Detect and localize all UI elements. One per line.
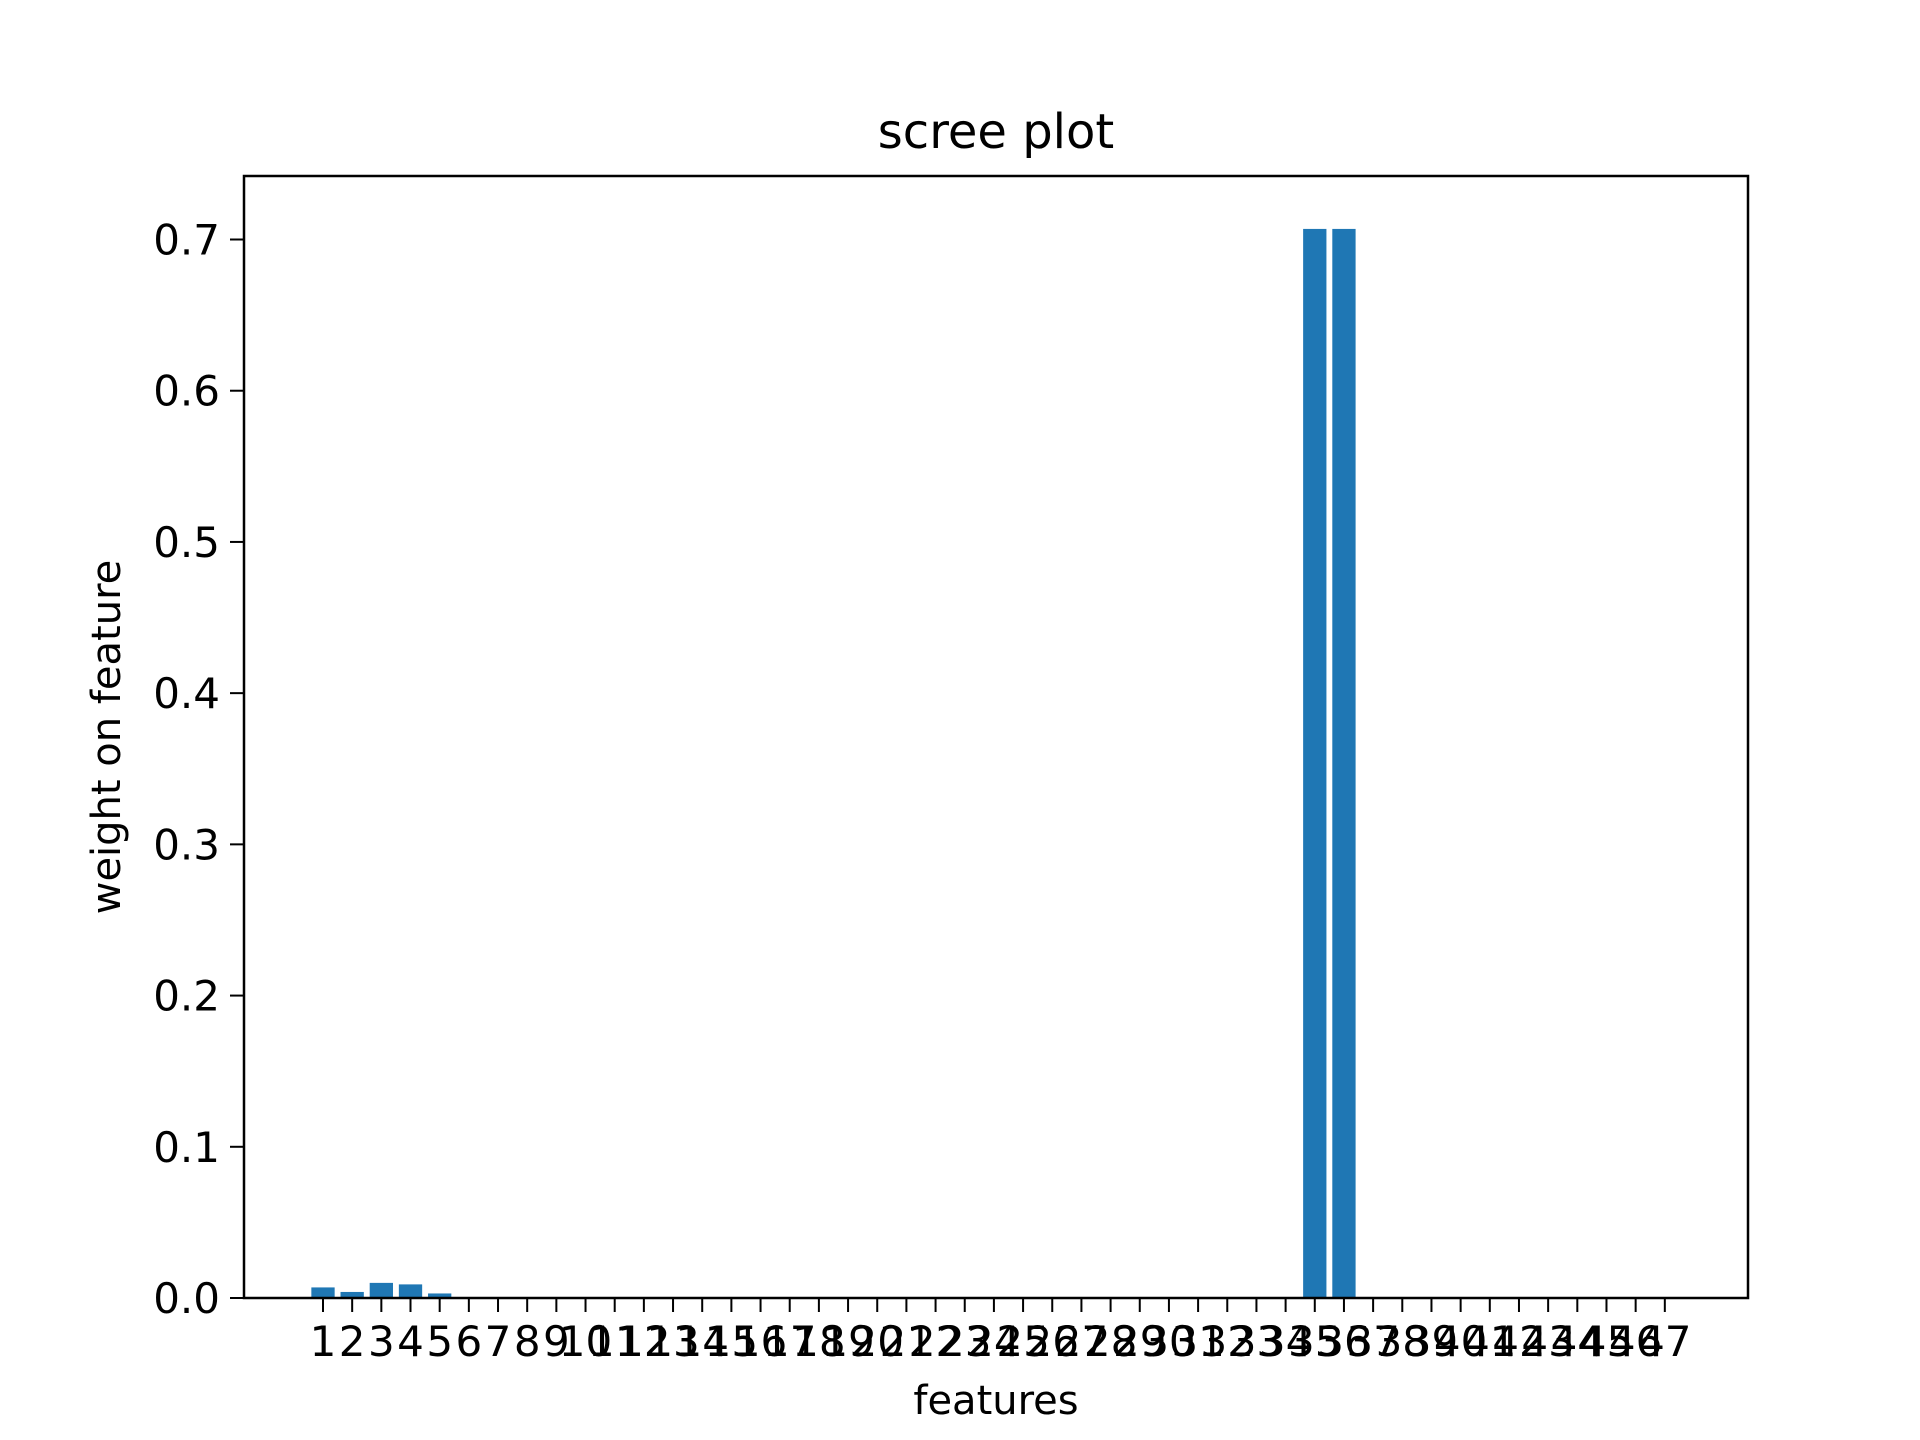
x-tick-label: 15 bbox=[705, 1317, 758, 1366]
bar-5 bbox=[428, 1293, 452, 1298]
x-ticks-group: 1 2 3 4 5 6 7 8 91011121314151617181920212223242… bbox=[310, 1298, 1692, 1366]
x-tick-label: 2 bbox=[339, 1317, 366, 1366]
x-tick-label: 3 bbox=[368, 1317, 395, 1366]
x-tick-label: 41 bbox=[1463, 1317, 1516, 1366]
x-tick-label: 39 bbox=[1405, 1317, 1458, 1366]
x-tick-label: 5 bbox=[426, 1317, 453, 1366]
x-tick-label: 1 bbox=[310, 1317, 337, 1366]
x-tick-label: 22 bbox=[909, 1317, 962, 1366]
x-tick-label: 27 bbox=[1055, 1317, 1108, 1366]
x-tick-label: 20 bbox=[851, 1317, 904, 1366]
x-tick-label: 8 bbox=[514, 1317, 541, 1366]
x-tick-label: 33 bbox=[1230, 1317, 1283, 1366]
x-tick-label: 18 bbox=[792, 1317, 845, 1366]
chart-title: scree plot bbox=[878, 104, 1114, 160]
x-tick-label: 43 bbox=[1521, 1317, 1574, 1366]
y-tick-label: 0.0 bbox=[153, 1274, 220, 1323]
x-tick-label: 13 bbox=[646, 1317, 699, 1366]
x-tick-label: 26 bbox=[1026, 1317, 1079, 1366]
bar-3 bbox=[369, 1282, 393, 1298]
x-tick-label: 17 bbox=[763, 1317, 816, 1366]
x-tick-label: 4 bbox=[397, 1317, 424, 1366]
x-tick-label: 30 bbox=[1142, 1317, 1195, 1366]
x-tick-label: 12 bbox=[617, 1317, 670, 1366]
x-tick-label: 14 bbox=[675, 1317, 728, 1366]
x-tick-label: 46 bbox=[1609, 1317, 1662, 1366]
y-tick-label: 0.7 bbox=[153, 216, 220, 265]
x-tick-label: 34 bbox=[1259, 1317, 1312, 1366]
x-tick-label: 6 bbox=[455, 1317, 482, 1366]
x-tick-label: 40 bbox=[1434, 1317, 1487, 1366]
y-ticks-group: 0.0 0.1 0.2 0.3 0.4 0.5 0.6 0.7 bbox=[153, 216, 244, 1323]
x-tick-label: 35 bbox=[1288, 1317, 1341, 1366]
y-tick-label: 0.3 bbox=[153, 820, 220, 869]
x-tick-label: 47 bbox=[1638, 1317, 1691, 1366]
x-tick-label: 16 bbox=[734, 1317, 787, 1366]
y-tick-label: 0.1 bbox=[153, 1123, 220, 1172]
x-tick-label: 37 bbox=[1346, 1317, 1399, 1366]
y-tick-label: 0.2 bbox=[153, 972, 220, 1021]
bar-1 bbox=[311, 1287, 335, 1298]
bar-36 bbox=[1332, 228, 1356, 1298]
x-tick-label: 10 bbox=[559, 1317, 612, 1366]
x-tick-label: 23 bbox=[938, 1317, 991, 1366]
x-tick-label: 29 bbox=[1113, 1317, 1166, 1366]
bar-35 bbox=[1303, 228, 1327, 1298]
x-axis-title: features bbox=[913, 1378, 1078, 1424]
x-tick-label: 7 bbox=[485, 1317, 512, 1366]
x-tick-label: 25 bbox=[996, 1317, 1049, 1366]
x-tick-label: 44 bbox=[1551, 1317, 1604, 1366]
x-tick-label: 32 bbox=[1201, 1317, 1254, 1366]
x-tick-label: 11 bbox=[588, 1317, 641, 1366]
y-tick-label: 0.6 bbox=[153, 367, 220, 416]
y-tick-label: 0.4 bbox=[153, 669, 220, 718]
plot-frame bbox=[242, 174, 1750, 1300]
x-tick-label: 36 bbox=[1317, 1317, 1370, 1366]
x-tick-label: 31 bbox=[1171, 1317, 1224, 1366]
x-tick-label: 38 bbox=[1376, 1317, 1429, 1366]
x-tick-label: 9 bbox=[543, 1317, 570, 1366]
x-tick-label: 42 bbox=[1492, 1317, 1545, 1366]
y-axis-title: weight on feature bbox=[84, 560, 130, 915]
x-tick-label: 21 bbox=[880, 1317, 933, 1366]
y-tick-label: 0.5 bbox=[153, 518, 220, 567]
bars-group bbox=[311, 228, 1356, 1298]
x-tick-label: 45 bbox=[1580, 1317, 1633, 1366]
x-tick-label: 24 bbox=[967, 1317, 1020, 1366]
bar-2 bbox=[340, 1291, 364, 1298]
x-tick-label: 28 bbox=[1084, 1317, 1137, 1366]
bar-4 bbox=[398, 1284, 423, 1298]
x-tick-label: 19 bbox=[821, 1317, 874, 1366]
